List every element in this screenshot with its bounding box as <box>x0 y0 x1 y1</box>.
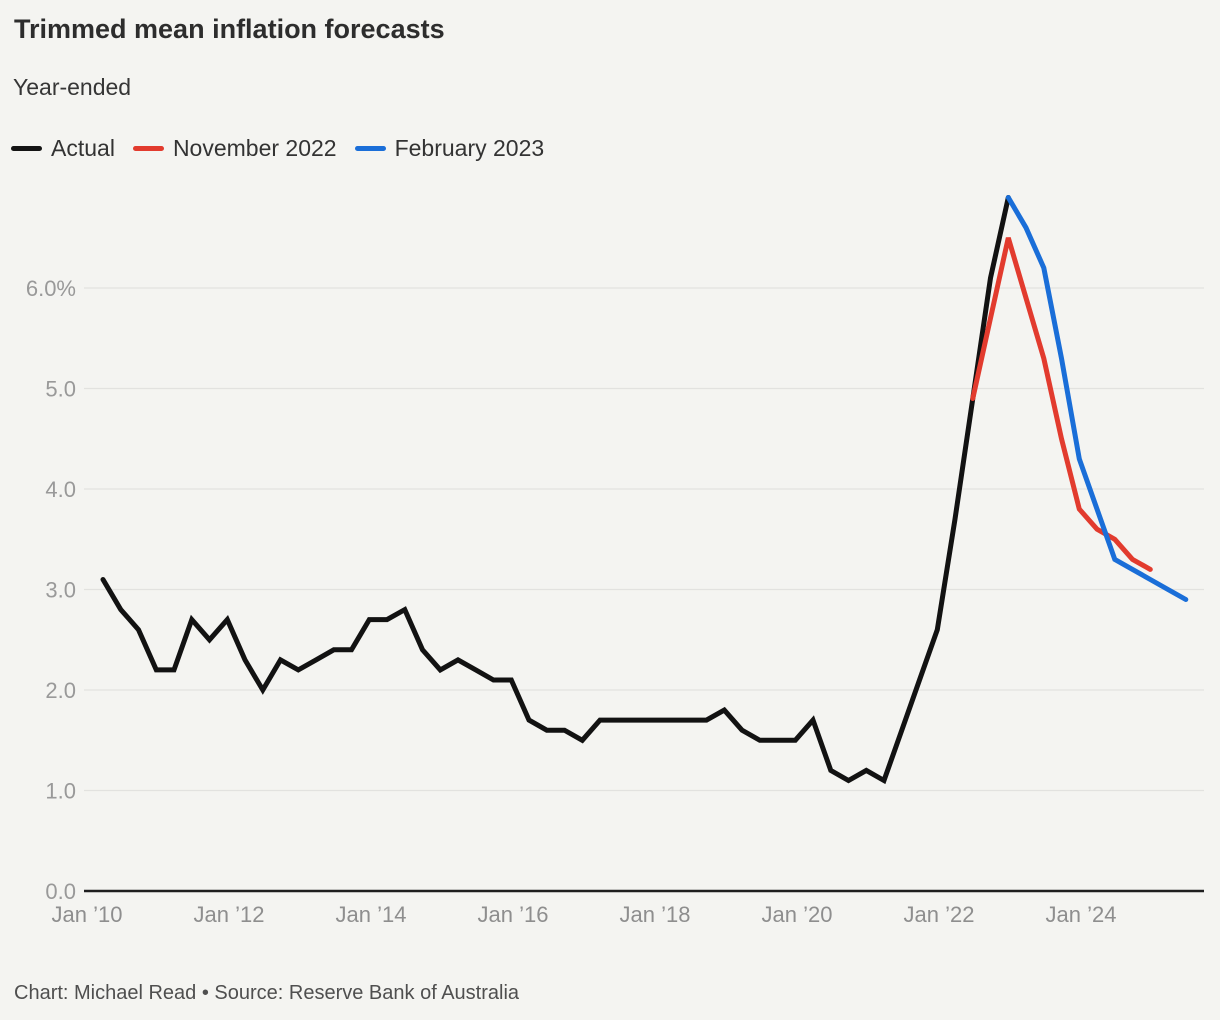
y-tick-label-1: 1.0 <box>45 779 76 804</box>
x-tick-label-2: Jan ’12 <box>194 902 265 927</box>
x-tick-label-7: Jan ’22 <box>904 902 975 927</box>
series-line-february-2023 <box>1005 195 1189 602</box>
chart-title: Trimmed mean inflation forecasts <box>14 14 445 44</box>
legend-item-november-2022: November 2022 <box>132 135 337 162</box>
x-tick-label-4: Jan ’16 <box>478 902 549 927</box>
chart-legend: Actual November 2022 February 2023 <box>11 135 544 162</box>
legend-item-february-2023: February 2023 <box>354 135 545 162</box>
x-tick-label-5: Jan ’18 <box>620 902 691 927</box>
x-tick-label-1: Jan ’10 <box>52 902 123 927</box>
y-tick-label-2: 2.0 <box>45 678 76 703</box>
legend-swatch-february-2023 <box>354 146 386 151</box>
legend-swatch-actual <box>11 146 42 151</box>
legend-label-november-2022: November 2022 <box>172 135 337 161</box>
legend-item-actual: Actual <box>11 135 115 162</box>
x-tick-label-6: Jan ’20 <box>762 902 833 927</box>
y-tick-label-4: 4.0 <box>45 477 76 502</box>
series-line-actual <box>100 195 1011 785</box>
y-tick-label-0: 0.0 <box>45 879 76 904</box>
y-tick-label-6: 6.0% <box>26 276 76 301</box>
x-tick-label-3: Jan ’14 <box>336 902 407 927</box>
legend-label-actual: Actual <box>51 135 115 161</box>
chart-credit: Chart: Michael Read • Source: Reserve Ba… <box>14 982 520 1004</box>
chart-subtitle: Year-ended <box>13 74 132 100</box>
x-tick-label-8: Jan ’24 <box>1046 902 1117 927</box>
y-tick-label-3: 3.0 <box>45 578 76 603</box>
series-line-november-2022 <box>970 237 1153 572</box>
y-tick-label-5: 5.0 <box>45 377 76 402</box>
legend-label-february-2023: February 2023 <box>394 135 545 161</box>
legend-swatch-november-2022 <box>132 146 164 151</box>
